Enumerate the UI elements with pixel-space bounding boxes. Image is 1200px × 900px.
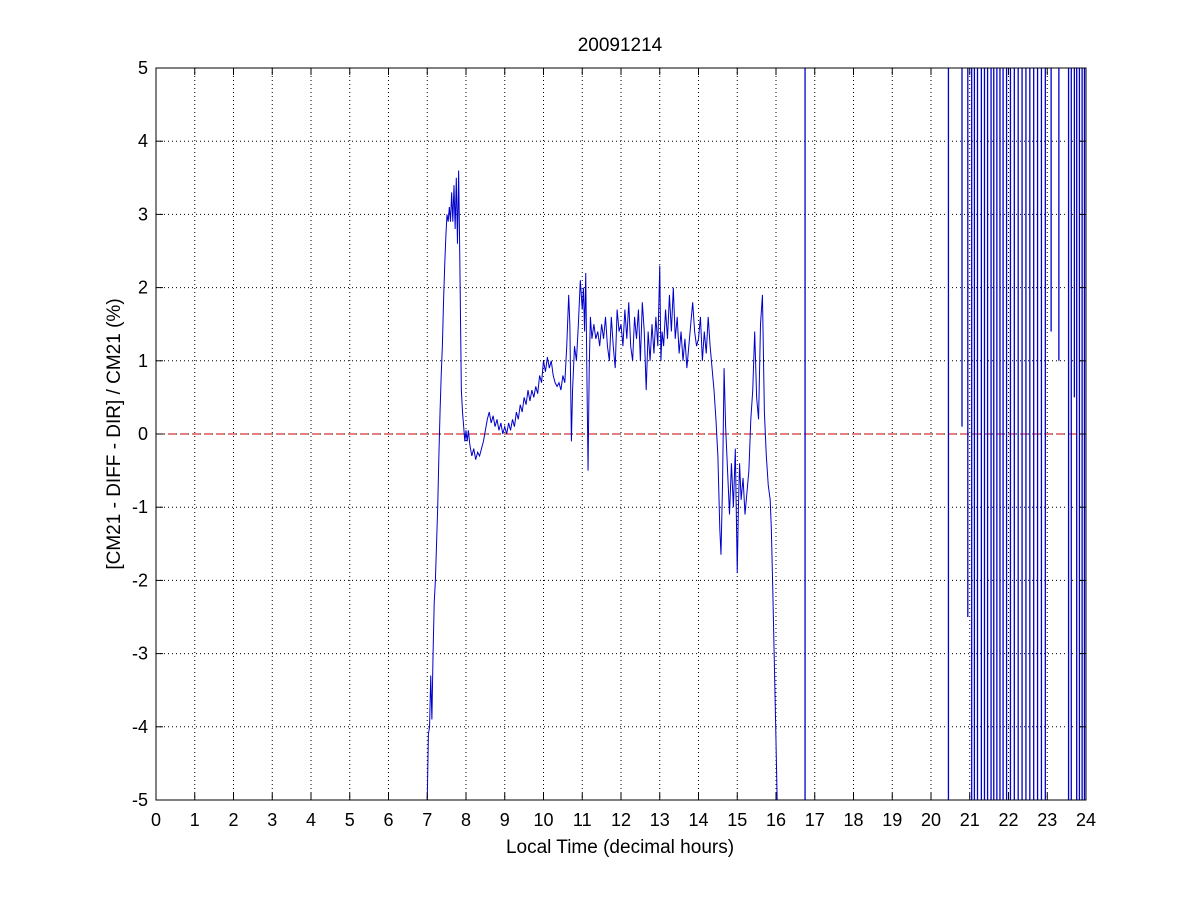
chart-title: 20091214 bbox=[578, 35, 663, 56]
y-tick-label: 4 bbox=[138, 131, 148, 151]
x-tick-label: 10 bbox=[533, 810, 553, 830]
x-tick-label: 19 bbox=[882, 810, 902, 830]
y-tick-label: -3 bbox=[132, 644, 148, 664]
data-series-group bbox=[426, 170, 778, 801]
x-tick-label: 7 bbox=[422, 810, 432, 830]
x-tick-label: 13 bbox=[650, 810, 670, 830]
x-tick-label: 12 bbox=[611, 810, 631, 830]
y-tick-label: -2 bbox=[132, 570, 148, 590]
y-tick-label: -1 bbox=[132, 497, 148, 517]
x-tick-label: 11 bbox=[573, 810, 592, 830]
grid-lines bbox=[156, 68, 1086, 800]
x-tick-label: 6 bbox=[383, 810, 393, 830]
x-tick-label: 21 bbox=[960, 810, 980, 830]
x-tick-label: 17 bbox=[805, 810, 825, 830]
x-tick-label: 23 bbox=[1037, 810, 1057, 830]
x-tick-label: 1 bbox=[190, 810, 200, 830]
y-axis-ticks: 5 4 3 2 1 0 -1 -2 -3 -4 -5 bbox=[132, 58, 1086, 810]
series-line bbox=[426, 170, 778, 801]
x-tick-label: 24 bbox=[1076, 810, 1096, 830]
y-tick-label: 2 bbox=[138, 278, 148, 298]
x-tick-label: 16 bbox=[766, 810, 786, 830]
x-tick-label: 15 bbox=[727, 810, 747, 830]
x-tick-label: 18 bbox=[843, 810, 863, 830]
y-tick-label: 5 bbox=[138, 58, 148, 78]
x-tick-label: 0 bbox=[151, 810, 161, 830]
y-tick-label: 0 bbox=[138, 424, 148, 444]
x-tick-label: 8 bbox=[461, 810, 471, 830]
y-tick-label: 3 bbox=[138, 204, 148, 224]
x-tick-label: 3 bbox=[267, 810, 277, 830]
x-tick-label: 4 bbox=[306, 810, 316, 830]
y-tick-label: -4 bbox=[132, 717, 148, 737]
x-tick-label: 2 bbox=[228, 810, 238, 830]
x-tick-label: 5 bbox=[345, 810, 355, 830]
x-tick-label: 22 bbox=[998, 810, 1018, 830]
x-tick-label: 14 bbox=[688, 810, 708, 830]
y-tick-label: 1 bbox=[138, 351, 148, 371]
y-axis-label: [CM21 - DIFF - DIR] / CM21 (%) bbox=[104, 298, 125, 569]
x-axis-ticks: 0 1 2 3 4 5 6 7 8 9 10 11 12 13 14 15 16 17 18 19 20 21 22 23 24 bbox=[151, 68, 1096, 830]
y-tick-label: -5 bbox=[132, 790, 148, 810]
x-tick-label: 9 bbox=[500, 810, 510, 830]
x-axis-label: Local Time (decimal hours) bbox=[506, 837, 734, 858]
x-tick-label: 20 bbox=[921, 810, 941, 830]
